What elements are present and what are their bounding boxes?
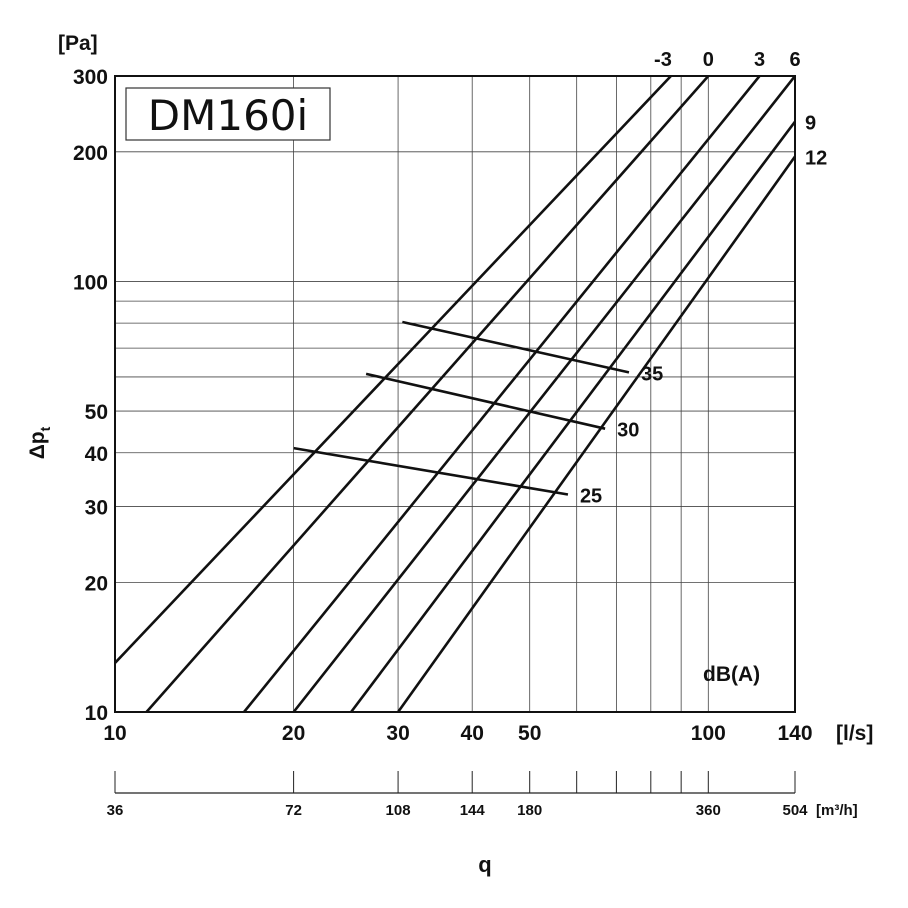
db-annotation: dB(A) [703,663,760,686]
x-tick-label: 30 [386,722,409,745]
secondary-tick-label: 72 [285,802,302,819]
secondary-flow-axis: 36 72 108 144 180 360 504 [107,771,808,819]
secondary-tick-label: 36 [107,802,124,819]
x-tick-label: 20 [282,722,305,745]
series-label: 3 [754,49,765,71]
x-tick-label: 50 [518,722,541,745]
y-tick-label: 40 [85,443,108,466]
axis-ticks: 10 20 30 40 50 100 140 10 20 30 40 50 100 200 300 [73,66,813,745]
series-label: -3 [654,49,672,71]
sound-level-label: 25 [580,485,602,507]
pressure-curves [115,76,795,712]
y-tick-label: 300 [73,66,108,89]
y-unit-label: [Pa] [58,32,98,55]
y-tick-label: 30 [85,497,108,520]
y-tick-label: 50 [85,401,108,424]
chart-title: DM160i [148,91,308,140]
x-unit-label: [l/s] [836,722,873,745]
x-tick-label: 40 [461,722,484,745]
sound-level-label: 30 [617,420,639,442]
x-tick-label: 140 [777,722,812,745]
y-tick-label: 20 [85,572,108,595]
series-label: 12 [805,148,827,170]
y-tick-label: 10 [85,702,108,725]
sound-level-line [293,446,569,496]
pressure-curve [292,76,795,712]
y-axis-title-sub: t [37,426,53,431]
secondary-tick-label: 180 [517,802,542,819]
x-tick-label: 10 [103,722,126,745]
series-label: 6 [789,49,800,71]
pressure-curve [115,76,672,664]
svg-text:Δpt: Δpt [26,426,53,459]
sound-level-lines: 35 30 25 [293,320,663,507]
secondary-tick-label: 360 [696,802,721,819]
secondary-tick-label: 504 [782,802,808,819]
secondary-tick-label: 108 [386,802,411,819]
series-label: 0 [703,49,714,71]
plot-frame [114,75,796,713]
series-label: 9 [805,113,816,135]
y-tick-label: 100 [73,271,108,294]
title-box: DM160i [125,87,331,141]
sound-level-line [402,320,630,374]
y-axis-title: Δpt [26,426,53,459]
sound-level-label: 35 [641,363,663,385]
pressure-curve [243,76,761,712]
pressure-curve [397,155,795,712]
x-axis-title: q [478,852,491,877]
sound-level-line [365,372,606,430]
y-axis-title-main: Δp [26,431,49,459]
pressure-curve [350,120,795,712]
y-tick-label: 200 [73,142,108,165]
secondary-unit-label: [m³/h] [816,802,858,819]
x-tick-label: 100 [691,722,726,745]
pressure-curve [145,76,710,712]
secondary-tick-label: 144 [460,802,486,819]
